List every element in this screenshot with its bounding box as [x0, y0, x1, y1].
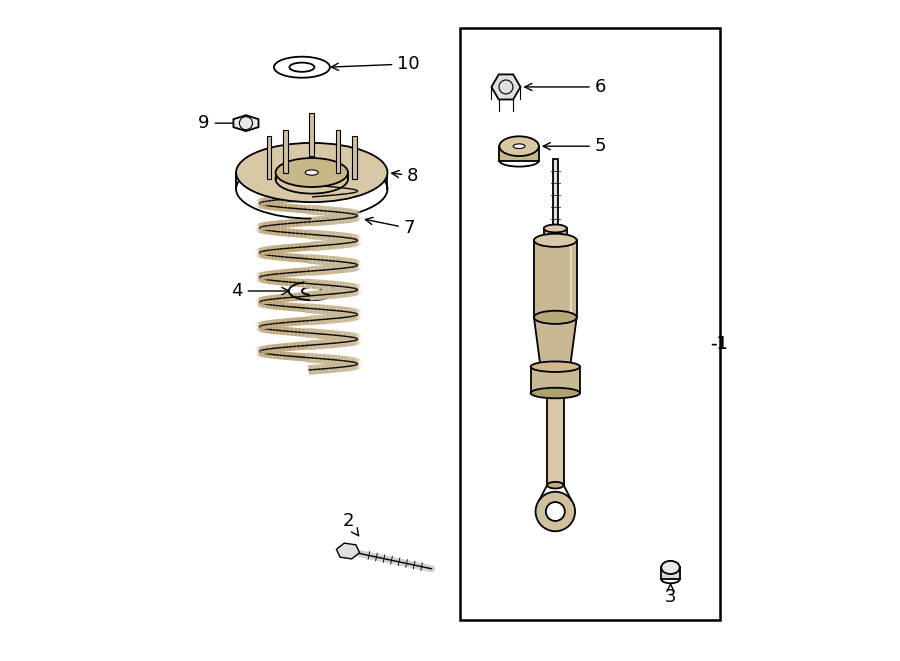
Circle shape: [536, 492, 575, 531]
Bar: [310, 113, 314, 156]
Text: 8: 8: [392, 167, 418, 185]
Text: 2: 2: [342, 512, 358, 536]
Text: 3: 3: [665, 584, 676, 606]
Ellipse shape: [534, 234, 577, 247]
Polygon shape: [491, 75, 520, 100]
Text: -1: -1: [586, 334, 728, 353]
Bar: [534, 241, 577, 317]
Text: 6: 6: [525, 78, 607, 96]
Bar: [544, 229, 567, 241]
Bar: [284, 130, 288, 173]
Text: -1: -1: [710, 334, 728, 353]
Bar: [662, 567, 680, 579]
Ellipse shape: [531, 388, 580, 399]
Text: 7: 7: [365, 217, 416, 237]
Ellipse shape: [534, 311, 577, 324]
Ellipse shape: [275, 158, 348, 187]
Bar: [553, 159, 558, 229]
Ellipse shape: [236, 143, 388, 202]
Bar: [266, 136, 271, 179]
Bar: [547, 393, 563, 485]
Polygon shape: [534, 317, 577, 367]
Polygon shape: [233, 115, 258, 131]
Ellipse shape: [544, 225, 567, 233]
Polygon shape: [337, 543, 360, 559]
Ellipse shape: [531, 362, 580, 372]
Bar: [460, 28, 720, 620]
Ellipse shape: [547, 482, 563, 488]
Circle shape: [545, 502, 565, 521]
Ellipse shape: [500, 136, 539, 156]
Text: 5: 5: [544, 137, 607, 155]
Text: 4: 4: [231, 282, 289, 300]
Text: 10: 10: [331, 55, 420, 73]
Ellipse shape: [305, 170, 319, 175]
Bar: [336, 130, 340, 173]
Text: 9: 9: [198, 114, 256, 132]
Bar: [352, 136, 357, 179]
Ellipse shape: [662, 561, 680, 574]
Ellipse shape: [513, 144, 525, 149]
Bar: [500, 146, 539, 161]
Bar: [531, 367, 580, 393]
